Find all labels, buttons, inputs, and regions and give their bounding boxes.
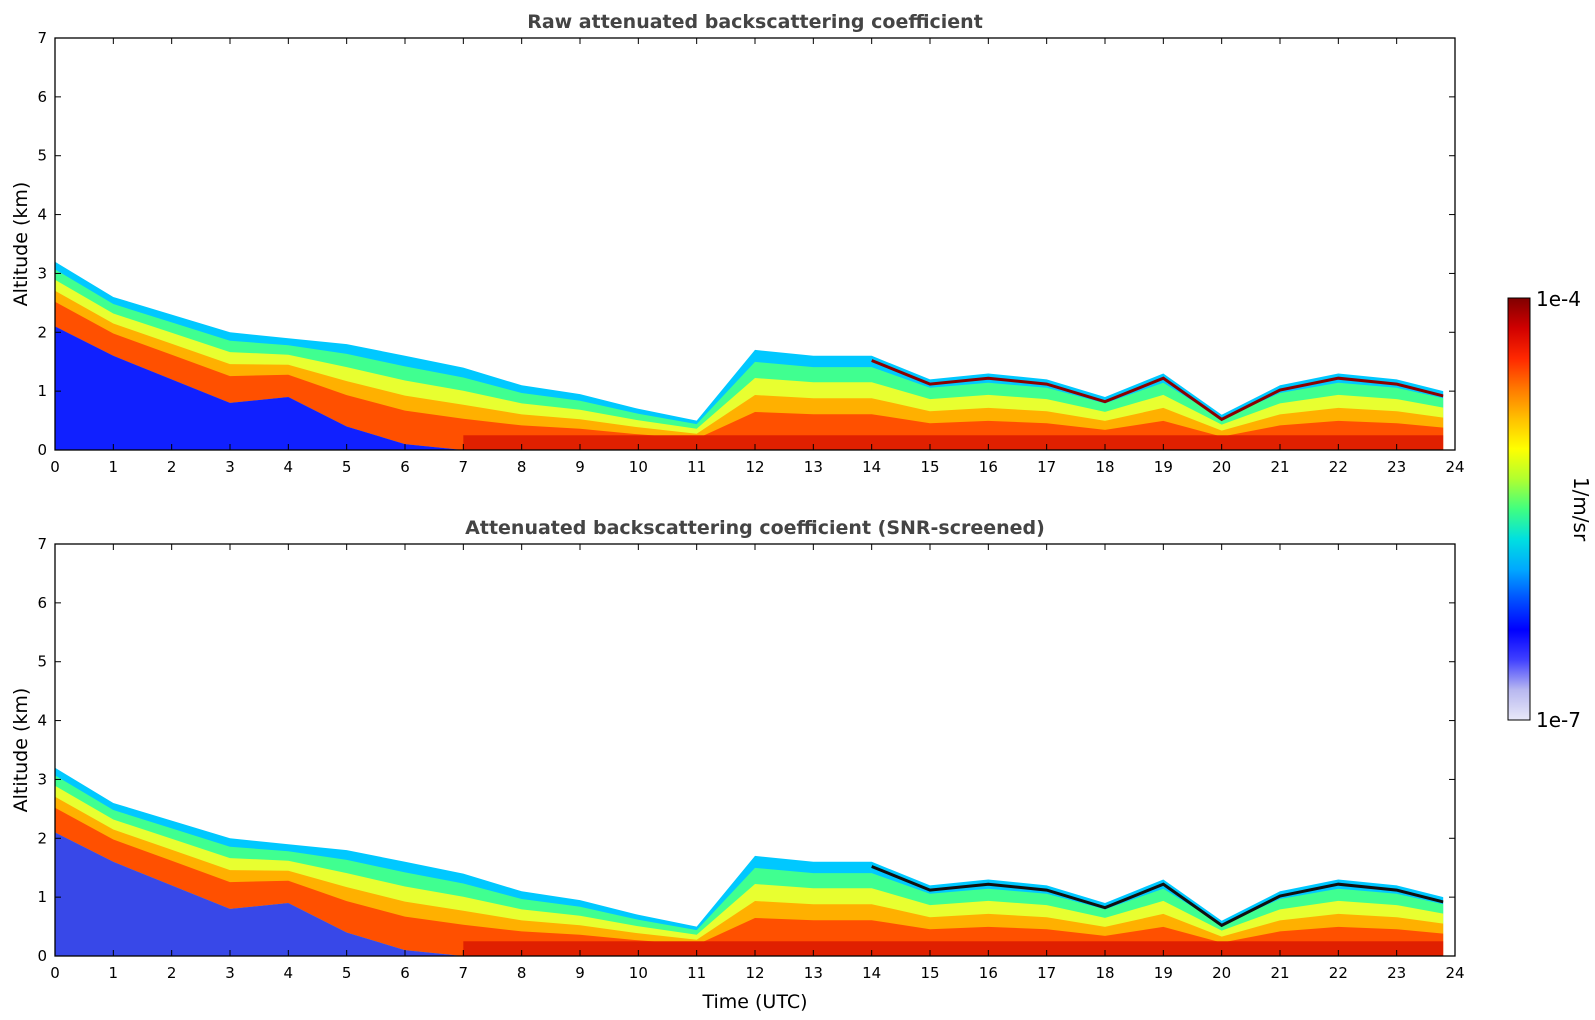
x-tick-label: 22 (1329, 458, 1348, 476)
y-tick-label: 7 (37, 29, 47, 47)
x-tick-label: 15 (920, 964, 939, 982)
surface-layer (463, 435, 1444, 450)
x-tick-label: 13 (804, 964, 823, 982)
y-tick-label: 4 (37, 206, 47, 224)
x-tick-label: 23 (1387, 458, 1406, 476)
colorbar-min-label: 1e-7 (1536, 708, 1581, 732)
panel-title: Attenuated backscattering coefficient (S… (465, 517, 1045, 539)
x-tick-label: 4 (284, 964, 294, 982)
x-tick-label: 7 (459, 964, 469, 982)
x-tick-label: 21 (1270, 458, 1289, 476)
y-tick-label: 0 (37, 441, 47, 459)
y-tick-label: 5 (37, 147, 47, 165)
y-tick-label: 4 (37, 712, 47, 730)
x-tick-label: 13 (804, 458, 823, 476)
x-tick-label: 12 (745, 964, 764, 982)
x-tick-label: 8 (517, 964, 527, 982)
x-tick-label: 7 (459, 458, 469, 476)
y-tick-label: 6 (37, 594, 47, 612)
raw-backscatter-panel: Raw attenuated backscattering coefficien… (10, 11, 1465, 476)
x-tick-label: 22 (1329, 964, 1348, 982)
y-tick-label: 5 (37, 653, 47, 671)
clean-air-region (55, 326, 1444, 450)
x-tick-label: 2 (167, 458, 177, 476)
heatmap-area (55, 544, 1455, 956)
y-tick-label: 6 (37, 88, 47, 106)
y-tick-label: 3 (37, 770, 47, 788)
x-tick-label: 2 (167, 964, 177, 982)
x-tick-label: 9 (575, 964, 585, 982)
x-tick-label: 14 (862, 964, 881, 982)
x-tick-label: 24 (1445, 964, 1464, 982)
surface-layer (463, 941, 1444, 956)
x-tick-label: 17 (1037, 964, 1056, 982)
x-tick-label: 16 (979, 458, 998, 476)
x-tick-label: 5 (342, 458, 352, 476)
x-tick-label: 18 (1095, 458, 1114, 476)
x-tick-label: 23 (1387, 964, 1406, 982)
colorbar-gradient (1507, 297, 1531, 721)
x-tick-label: 5 (342, 964, 352, 982)
y-tick-label: 1 (37, 382, 47, 400)
colorbar: 1e-4 1e-7 1/m/sr (1507, 287, 1593, 732)
x-tick-label: 8 (517, 458, 527, 476)
x-tick-label: 10 (629, 458, 648, 476)
x-tick-label: 19 (1154, 458, 1173, 476)
x-tick-label: 24 (1445, 458, 1464, 476)
x-tick-label: 15 (920, 458, 939, 476)
heatmap-area (55, 38, 1455, 450)
x-tick-label: 11 (687, 964, 706, 982)
x-tick-label: 19 (1154, 964, 1173, 982)
x-tick-label: 21 (1270, 964, 1289, 982)
x-tick-label: 10 (629, 964, 648, 982)
x-tick-label: 14 (862, 458, 881, 476)
x-tick-label: 9 (575, 458, 585, 476)
x-tick-label: 16 (979, 964, 998, 982)
layer-top-line (871, 865, 1444, 928)
y-tick-label: 2 (37, 829, 47, 847)
x-tick-label: 18 (1095, 964, 1114, 982)
screened-backscatter-panel: Attenuated backscattering coefficient (S… (10, 517, 1465, 1013)
x-tick-label: 1 (109, 964, 119, 982)
y-tick-label: 2 (37, 323, 47, 341)
clean-air-region (55, 832, 1444, 956)
x-tick-label: 4 (284, 458, 294, 476)
y-tick-label: 7 (37, 535, 47, 553)
y-axis-ticks: 0 1 2 3 4 5 6 7 (37, 535, 1455, 965)
colorbar-unit-label: 1/m/sr (1569, 477, 1593, 542)
x-tick-label: 20 (1212, 964, 1231, 982)
x-tick-label: 1 (109, 458, 119, 476)
colorbar-max-label: 1e-4 (1536, 287, 1581, 311)
x-tick-label: 6 (400, 964, 410, 982)
x-tick-label: 20 (1212, 458, 1231, 476)
layer-top-line (871, 359, 1444, 422)
no-data-region (1443, 544, 1455, 956)
layer-red-orange (55, 301, 1444, 450)
x-tick-label: 11 (687, 458, 706, 476)
x-axis-ticks: 0 1 2 3 4 5 6 7 8 9 10 11 12 13 14 15 16 17 18 19 20 21 22 23 24 (50, 544, 1465, 982)
x-tick-label: 0 (50, 458, 60, 476)
x-tick-label: 17 (1037, 458, 1056, 476)
y-axis-label: Altitude (km) (10, 688, 32, 813)
panel-title: Raw attenuated backscattering coefficien… (527, 11, 983, 33)
x-axis-ticks: 0 1 2 3 4 5 6 7 8 9 10 11 12 13 14 15 16 17 18 19 20 21 22 23 24 (50, 38, 1465, 476)
layer-red-orange (55, 807, 1444, 956)
x-tick-label: 3 (225, 964, 235, 982)
x-tick-label: 12 (745, 458, 764, 476)
y-tick-label: 3 (37, 264, 47, 282)
no-data-region (1443, 38, 1455, 450)
y-axis-ticks: 0 1 2 3 4 5 6 7 (37, 29, 1455, 459)
y-axis-label: Altitude (km) (10, 182, 32, 307)
y-tick-label: 1 (37, 888, 47, 906)
x-axis-label: Time (UTC) (701, 991, 807, 1013)
x-tick-label: 6 (400, 458, 410, 476)
x-tick-label: 0 (50, 964, 60, 982)
y-tick-label: 0 (37, 947, 47, 965)
x-tick-label: 3 (225, 458, 235, 476)
